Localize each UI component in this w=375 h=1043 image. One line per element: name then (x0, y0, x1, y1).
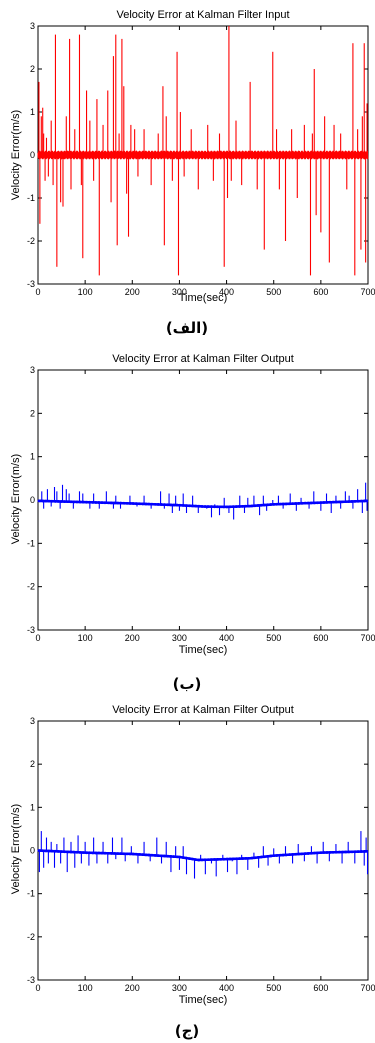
x-tick-label: 500 (266, 983, 281, 993)
series-output-j (38, 831, 368, 878)
x-tick-label: 300 (172, 287, 187, 297)
x-tick-label: 400 (219, 287, 234, 297)
x-tick-label: 400 (219, 633, 234, 643)
x-tick-label: 700 (360, 287, 375, 297)
y-tick-label: -1 (27, 193, 35, 203)
y-tick-label: 2 (30, 408, 35, 418)
x-tick-label: 0 (35, 983, 40, 993)
y-tick-label: -1 (27, 538, 35, 548)
y-tick-label: 0 (30, 846, 35, 856)
y-axis-label-output-b: Velocity Error(m/s) (10, 454, 22, 544)
x-tick-label: 200 (125, 287, 140, 297)
caption-be: (ب) (173, 675, 202, 693)
x-tick-label: 700 (360, 633, 375, 643)
series-input (38, 26, 368, 275)
y-axis-label-output-j: Velocity Error(m/s) (10, 804, 22, 894)
plot-frame-output-b (38, 370, 368, 630)
panel-output-j: Velocity Error at Kalman Filter Output V… (10, 704, 375, 1040)
panel-input: Velocity Error at Kalman Filter Input Ve… (10, 9, 375, 337)
ticks-output-j: 0 100 200 300 400 500 600 700 -3 -2 -1 0 1 2 3 (27, 716, 375, 993)
x-tick-label: 500 (266, 633, 281, 643)
y-tick-label: -3 (27, 279, 35, 289)
y-tick-label: 1 (30, 802, 35, 812)
x-tick-label: 300 (172, 983, 187, 993)
x-tick-label: 400 (219, 983, 234, 993)
y-tick-label: -3 (27, 625, 35, 635)
x-tick-label: 0 (35, 633, 40, 643)
plot-frame-output-j (38, 721, 368, 980)
y-tick-label: -2 (27, 932, 35, 942)
y-tick-label: -1 (27, 889, 35, 899)
y-tick-label: -3 (27, 975, 35, 985)
x-tick-label: 100 (78, 633, 93, 643)
chart-title-input: Velocity Error at Kalman Filter Input (116, 9, 289, 21)
y-tick-label: 1 (30, 452, 35, 462)
y-tick-label: 1 (30, 107, 35, 117)
ticks-output-b: 0 100 200 300 400 500 600 700 -3 -2 -1 0 1 2 3 (27, 365, 375, 643)
y-tick-label: 3 (30, 21, 35, 31)
y-axis-label-input: Velocity Error(m/s) (10, 110, 22, 200)
trace-baseline (38, 501, 368, 507)
chart-title-output-b: Velocity Error at Kalman Filter Output (112, 353, 294, 365)
series-output-b (38, 483, 368, 520)
trace-baseline (38, 851, 368, 861)
x-tick-label: 700 (360, 983, 375, 993)
panel-output-b: Velocity Error at Kalman Filter Output V… (10, 353, 375, 693)
x-axis-label-output-j: Time(sec) (179, 994, 227, 1006)
x-tick-label: 500 (266, 287, 281, 297)
x-tick-label: 0 (35, 287, 40, 297)
y-tick-label: -2 (27, 582, 35, 592)
y-tick-label: 3 (30, 365, 35, 375)
y-tick-label: 0 (30, 495, 35, 505)
x-tick-label: 600 (313, 633, 328, 643)
y-tick-label: 3 (30, 716, 35, 726)
y-tick-label: 2 (30, 64, 35, 74)
x-tick-label: 100 (78, 983, 93, 993)
x-tick-label: 600 (313, 983, 328, 993)
caption-jim: (ج) (175, 1022, 200, 1040)
x-tick-label: 200 (125, 633, 140, 643)
chart-title-output-j: Velocity Error at Kalman Filter Output (112, 704, 294, 716)
x-tick-label: 200 (125, 983, 140, 993)
x-axis-label-output-b: Time(sec) (179, 644, 227, 656)
x-tick-label: 300 (172, 633, 187, 643)
y-tick-label: -2 (27, 236, 35, 246)
y-tick-label: 0 (30, 150, 35, 160)
x-tick-label: 100 (78, 287, 93, 297)
x-tick-label: 600 (313, 287, 328, 297)
caption-alef: (الف) (166, 319, 208, 337)
y-tick-label: 2 (30, 759, 35, 769)
